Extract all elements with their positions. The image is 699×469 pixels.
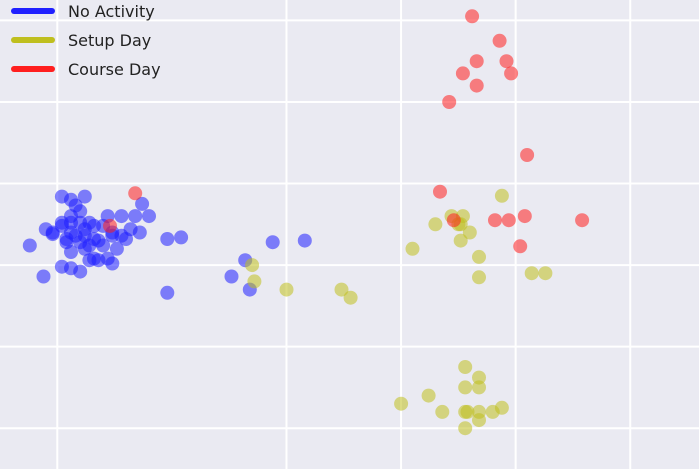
point-course-day-4 [469, 54, 484, 69]
point-no-activity-41 [73, 264, 88, 279]
point-setup-day-29 [458, 404, 473, 419]
point-course-day-3 [455, 66, 470, 81]
point-no-activity-19 [128, 209, 143, 224]
point-setup-day-26 [472, 413, 486, 428]
point-no-activity-45 [54, 259, 69, 274]
point-setup-day-27 [485, 404, 500, 419]
point-setup-day-10 [462, 225, 477, 240]
point-no-activity-49 [160, 285, 175, 300]
point-no-activity-34 [64, 245, 78, 259]
point-no-activity-48 [174, 230, 189, 245]
point-course-day-13 [517, 209, 532, 224]
point-setup-day-8 [453, 233, 468, 248]
point-no-activity-31 [91, 233, 106, 248]
point-course-day-15 [513, 239, 528, 254]
point-course-day-6 [469, 78, 484, 93]
point-no-activity-46 [36, 269, 51, 284]
point-no-activity-58 [64, 209, 78, 224]
point-course-day-0 [465, 9, 480, 24]
point-setup-day-6 [428, 217, 443, 232]
point-course-day-12 [501, 213, 516, 228]
point-no-activity-44 [105, 256, 120, 271]
point-no-activity-21 [142, 209, 156, 224]
point-no-activity-20 [132, 225, 147, 240]
point-no-activity-50 [224, 269, 239, 284]
point-no-activity-17 [114, 209, 129, 224]
point-no-activity-35 [77, 241, 92, 256]
point-setup-day-28 [458, 380, 473, 395]
point-course-day-10 [446, 213, 461, 228]
point-setup-day-1 [247, 274, 262, 289]
legend-label-no-activity: No Activity [68, 2, 155, 21]
point-no-activity-32 [59, 232, 74, 246]
point-course-day-1 [492, 33, 507, 48]
point-setup-day-25 [472, 380, 486, 395]
point-no-activity-22 [135, 196, 150, 211]
point-setup-day-18 [421, 388, 436, 403]
point-setup-day-2 [279, 282, 294, 297]
point-course-day-9 [433, 184, 447, 199]
point-no-activity-57 [77, 189, 92, 204]
point-no-activity-47 [160, 232, 175, 246]
point-setup-day-16 [538, 266, 553, 281]
point-no-activity-43 [91, 253, 106, 268]
point-setup-day-30 [472, 370, 486, 385]
point-setup-day-12 [472, 270, 486, 285]
point-setup-day-5 [405, 241, 420, 256]
point-course-day-5 [504, 66, 519, 81]
point-course-day-16 [128, 186, 143, 201]
legend-label-setup-day: Setup Day [68, 31, 151, 50]
point-course-day-11 [488, 213, 502, 228]
point-setup-day-23 [458, 421, 473, 436]
point-course-day-8 [520, 148, 535, 162]
point-course-day-17 [103, 218, 117, 233]
point-no-activity-33 [45, 227, 60, 242]
point-setup-day-24 [458, 360, 473, 374]
legend-label-course-day: Course Day [68, 60, 161, 79]
point-no-activity-54 [297, 233, 312, 248]
point-setup-day-0 [245, 258, 260, 273]
point-setup-day-19 [435, 404, 450, 419]
point-setup-day-4 [343, 290, 358, 305]
point-course-day-7 [442, 95, 457, 109]
point-course-day-14 [575, 213, 590, 228]
legend: No Activity Setup Day Course Day [11, 2, 161, 79]
point-no-activity-53 [265, 235, 280, 250]
point-no-activity-56 [64, 192, 78, 207]
point-setup-day-11 [472, 249, 486, 264]
data-points [22, 9, 590, 436]
point-setup-day-3 [334, 282, 349, 297]
point-no-activity-0 [22, 238, 37, 253]
point-setup-day-17 [494, 188, 509, 203]
point-setup-day-31 [394, 396, 409, 411]
point-no-activity-38 [109, 241, 124, 256]
point-setup-day-15 [524, 266, 539, 281]
point-no-activity-39 [119, 232, 133, 246]
point-course-day-2 [499, 54, 514, 69]
